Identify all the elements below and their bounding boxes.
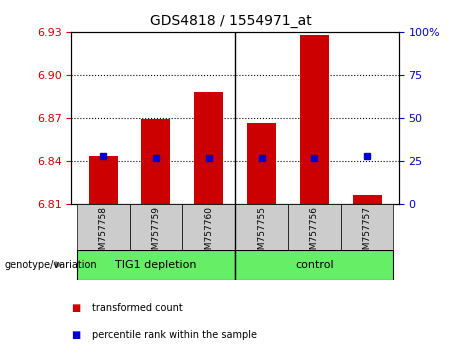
Text: ■: ■ — [71, 330, 81, 339]
Bar — [300, 35, 329, 204]
Text: genotype/variation: genotype/variation — [5, 259, 97, 270]
Bar — [77, 204, 130, 250]
Bar — [130, 204, 182, 250]
Bar — [341, 204, 394, 250]
Bar — [247, 124, 276, 204]
Text: TIG1 depletion: TIG1 depletion — [115, 259, 197, 270]
Bar — [288, 204, 341, 250]
Bar — [89, 156, 118, 204]
Text: GSM757758: GSM757758 — [99, 206, 107, 261]
Text: control: control — [295, 259, 334, 270]
Text: percentile rank within the sample: percentile rank within the sample — [92, 330, 257, 339]
Text: GSM757759: GSM757759 — [151, 206, 160, 261]
Bar — [194, 92, 223, 204]
Text: GDS4818 / 1554971_at: GDS4818 / 1554971_at — [150, 14, 311, 28]
Text: ■: ■ — [71, 303, 81, 313]
Bar — [353, 195, 382, 204]
Bar — [235, 250, 394, 280]
Bar — [182, 204, 235, 250]
Text: GSM757756: GSM757756 — [310, 206, 319, 261]
Text: GSM757757: GSM757757 — [363, 206, 372, 261]
Bar — [77, 250, 235, 280]
Bar — [235, 204, 288, 250]
Bar — [142, 119, 171, 204]
Text: GSM757760: GSM757760 — [204, 206, 213, 261]
Text: transformed count: transformed count — [92, 303, 183, 313]
Text: GSM757755: GSM757755 — [257, 206, 266, 261]
